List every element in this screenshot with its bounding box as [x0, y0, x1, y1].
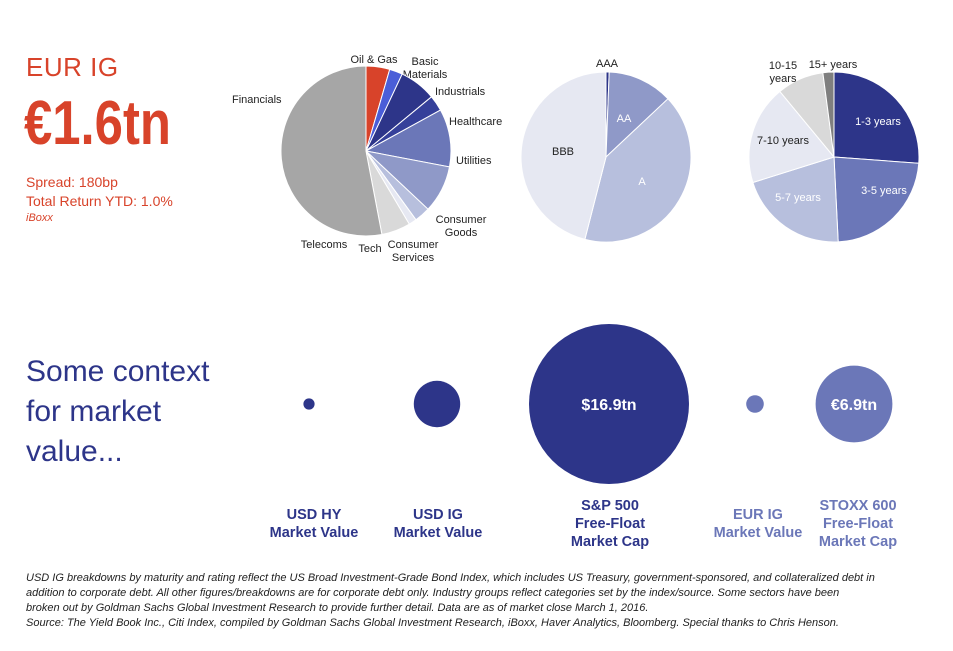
bubble-label-line: Market Cap [570, 534, 650, 550]
pie-label-10-15-years: 10-15 years [769, 60, 797, 85]
spread-text: Spread: 180bp [26, 174, 118, 190]
footnote-line: addition to corporate debt. All other fi… [26, 587, 840, 599]
bubble-value-stoxx-600-free-float-market-cap: €6.9tn [831, 397, 877, 414]
pie-slice-15-years [822, 71, 835, 158]
pie-label-basic-materials: Basic Materials [403, 56, 448, 81]
bubble-label-line: Free-Float [822, 516, 894, 532]
context-heading: Some context for market value... [26, 352, 209, 472]
bubble-label-line: EUR IG [733, 507, 783, 523]
pie-slice-7-10-years [748, 90, 835, 184]
pie-slice-bbb [520, 71, 607, 240]
pie-label-telecoms: Telecoms [301, 239, 348, 251]
bubble-label-usd-ig: USD IG Market Value [368, 506, 508, 542]
section-title: EUR IG [26, 52, 119, 82]
pie-label-tech: Tech [358, 243, 381, 255]
pie-slice-a [584, 98, 692, 243]
bubble-value-s-p-500-free-float-market-cap: $16.9tn [581, 397, 636, 414]
footnote-line: USD IG breakdowns by maturity and rating… [26, 572, 875, 584]
bubble-label-line: Free-Float [574, 516, 646, 532]
bubble-label-line: Market Value [393, 525, 483, 541]
pie-label-3-5-years: 3-5 years [861, 185, 907, 197]
pie-label-bbb: BBB [552, 146, 574, 158]
context-line: value... [26, 435, 123, 468]
bubble-label-sp500: S&P 500 Free-Float Market Cap [540, 497, 680, 551]
pie-slice-3-5-years [833, 156, 920, 243]
bubble-label-stoxx600: STOXX 600 Free-Float Market Cap [788, 497, 928, 551]
pie-label-aa: AA [617, 113, 632, 125]
bubble-usd-hy-market-value [303, 398, 315, 410]
bubble-label-line: STOXX 600 [819, 498, 897, 514]
bubble-label-line: Market Value [269, 525, 359, 541]
pie-label-15-years: 15+ years [809, 59, 858, 71]
bubble-eur-ig-market-value [746, 395, 764, 413]
pie-label-7-10-years: 7-10 years [757, 135, 809, 147]
pie-label-consumer-services: Consumer Services [388, 239, 439, 264]
pie-label-healthcare: Healthcare [449, 116, 502, 128]
footnote-line: broken out by Goldman Sachs Global Inves… [26, 602, 649, 614]
footnote: USD IG breakdowns by maturity and rating… [26, 571, 953, 631]
pie-label-utilities: Utilities [456, 155, 492, 167]
footnote-line: Source: The Yield Book Inc., Citi Index,… [26, 617, 839, 629]
bubble-usd-ig-market-value [413, 380, 461, 428]
pie-slice-financials [280, 65, 383, 237]
total-return-text: Total Return YTD: 1.0% [26, 193, 173, 209]
market-value-bubbles: $16.9tn €6.9tn [303, 324, 893, 484]
pie-label-1-3-years: 1-3 years [855, 116, 901, 128]
pie-label-financials: Financials [232, 94, 282, 106]
bubble-label-line: S&P 500 [581, 498, 639, 514]
pie-slice-5-7-years [752, 156, 839, 243]
bubble-label-usd-hy: USD HY Market Value [244, 506, 384, 542]
pie-label-5-7-years: 5-7 years [775, 192, 821, 204]
bubble-stoxx-600-free-float-market-cap [815, 365, 893, 443]
pie-label-consumer-goods: Consumer Goods [436, 214, 487, 239]
maturity-pie-chart: 1-3 years 3-5 years 5-7 years 7-10 years 10-… [748, 59, 920, 243]
context-line: for market [26, 395, 162, 428]
bubble-s-p-500-free-float-market-cap [529, 324, 689, 484]
industry-pie-chart: Oil & Gas Basic Materials Industrials Health… [232, 54, 502, 264]
pie-label-oil-gas: Oil & Gas [350, 54, 398, 66]
bubble-label-line: USD IG [413, 507, 463, 523]
context-line: Some context [26, 355, 210, 388]
pie-label-industrials: Industrials [435, 86, 486, 98]
pie-slice-aa [605, 71, 669, 159]
pie-slice-1-3-years [833, 71, 920, 164]
bubble-label-eur-ig: EUR IG Market Value [688, 506, 828, 542]
bubble-label-line: Market Value [713, 525, 803, 541]
market-value-headline: €1.6tn [24, 89, 171, 158]
pie-label-aaa: AAA [596, 58, 619, 70]
source-text: iBoxx [26, 212, 53, 224]
bubble-label-line: Market Cap [818, 534, 898, 550]
bubble-label-line: USD HY [286, 507, 342, 523]
pie-label-a: A [638, 176, 646, 188]
